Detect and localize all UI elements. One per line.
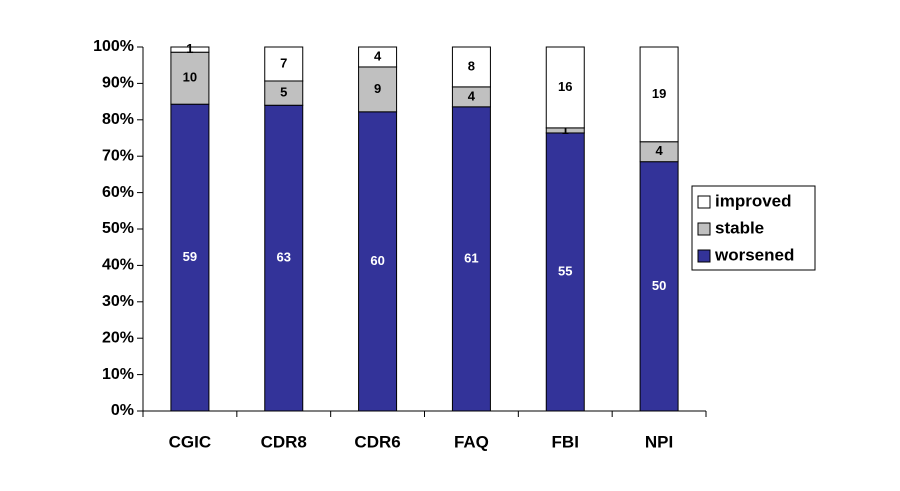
value-label: 4 (655, 143, 663, 158)
y-tick-label: 70% (102, 147, 134, 164)
value-label: 19 (652, 86, 666, 101)
x-tick-label: NPI (645, 432, 673, 451)
y-tick-label: 50% (102, 220, 134, 237)
y-tick-label: 60% (102, 184, 134, 201)
value-label: 61 (464, 250, 478, 265)
bar-segment (639, 46, 679, 143)
y-tick-label: 100% (93, 38, 134, 55)
value-label: 63 (277, 250, 291, 265)
value-label: 50 (652, 278, 666, 293)
value-label: 1 (186, 41, 193, 56)
x-tick-label: FBI (552, 432, 579, 451)
value-label: 55 (558, 263, 572, 278)
value-label: 59 (183, 249, 197, 264)
bar-segment (358, 66, 398, 113)
legend-label: stable (715, 218, 764, 237)
legend-swatch (697, 222, 711, 236)
bar-segment (451, 106, 491, 412)
bar-segment (264, 46, 304, 82)
bar-segment (170, 51, 210, 105)
legend-label: improved (715, 191, 792, 210)
value-label: 1 (562, 122, 569, 137)
bar-segment (451, 46, 491, 88)
value-label: 60 (370, 253, 384, 268)
legend-label: worsened (714, 245, 794, 264)
value-label: 4 (374, 48, 382, 63)
bar-segment (358, 46, 398, 68)
x-tick-label: CDR8 (261, 432, 307, 451)
x-tick-label: FAQ (454, 432, 489, 451)
y-tick-label: 20% (102, 329, 134, 346)
bar-segment (170, 46, 210, 53)
x-tick-label: CDR6 (354, 432, 400, 451)
bar-segment (358, 111, 398, 412)
y-tick-label: 0% (111, 402, 134, 419)
legend-swatch (697, 195, 711, 209)
legend-box (691, 185, 816, 271)
value-label: 16 (558, 79, 572, 94)
bar-segment (264, 104, 304, 412)
value-label: 7 (280, 55, 287, 70)
bar-segment (545, 46, 585, 129)
y-tick-label: 30% (102, 293, 134, 310)
bar-segment (264, 80, 304, 106)
value-label: 10 (183, 70, 197, 85)
y-tick-label: 10% (102, 366, 134, 383)
value-label: 5 (280, 85, 287, 100)
y-tick-label: 80% (102, 111, 134, 128)
legend-swatch (697, 249, 711, 263)
bar-segment (170, 103, 210, 412)
bar-segment (545, 132, 585, 412)
y-tick-label: 90% (102, 75, 134, 92)
value-label: 9 (374, 81, 381, 96)
x-tick-label: CGIC (169, 432, 212, 451)
value-label: 4 (468, 88, 476, 103)
y-tick-label: 40% (102, 257, 134, 274)
value-label: 8 (468, 58, 475, 73)
